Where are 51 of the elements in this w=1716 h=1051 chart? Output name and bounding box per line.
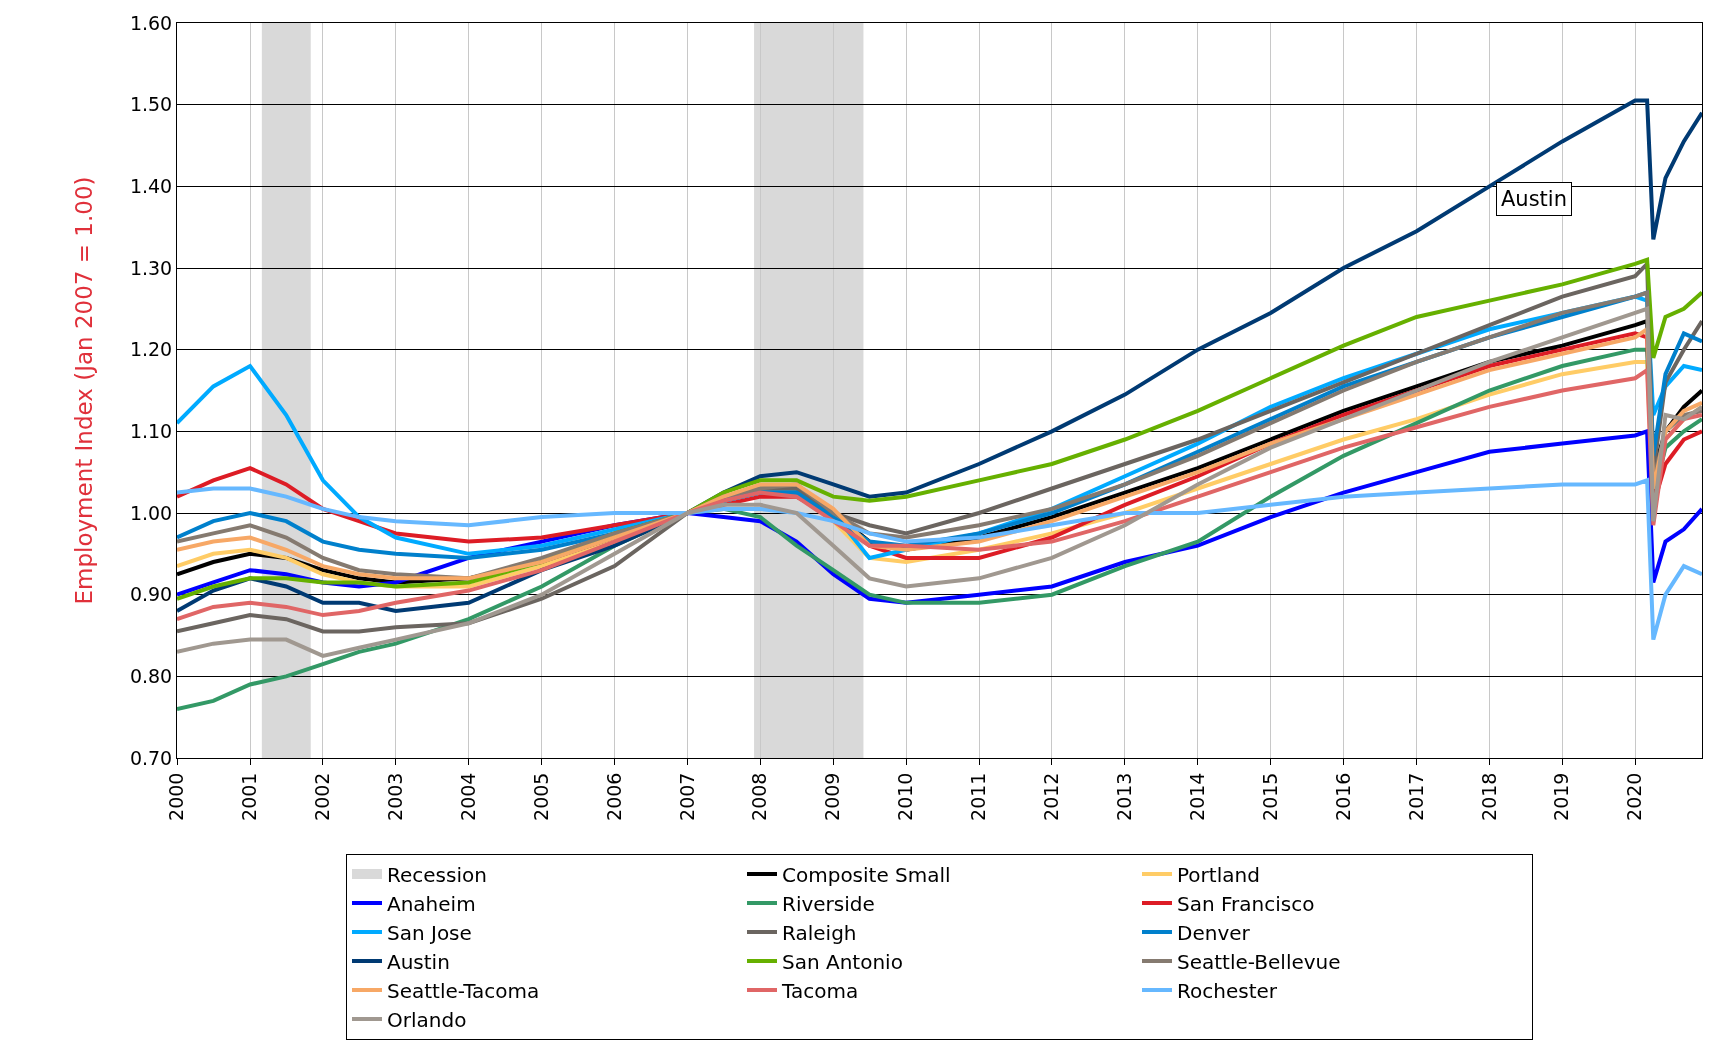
x-tick-label: 2020 bbox=[1623, 772, 1646, 821]
legend-label: Tacoma bbox=[781, 978, 859, 1003]
legend-label: San Francisco bbox=[1177, 891, 1315, 916]
legend-label: Rochester bbox=[1177, 978, 1278, 1003]
legend-label: Denver bbox=[1177, 920, 1251, 945]
y-tick-label: 1.50 bbox=[129, 93, 173, 116]
y-tick-label: 1.60 bbox=[129, 11, 173, 34]
legend-label: Austin bbox=[387, 949, 450, 974]
x-tick-label: 2018 bbox=[1477, 772, 1500, 821]
y-tick-label: 0.70 bbox=[129, 746, 173, 769]
legend-label: San Antonio bbox=[782, 949, 903, 974]
x-tick-label: 2010 bbox=[894, 772, 917, 821]
x-tick-label: 2017 bbox=[1404, 772, 1427, 821]
x-tick-label: 2006 bbox=[602, 772, 625, 821]
x-tick-label: 2004 bbox=[456, 772, 479, 821]
x-tick-label: 2007 bbox=[675, 772, 698, 821]
y-tick-label: 0.90 bbox=[129, 583, 173, 606]
x-tick-label: 2013 bbox=[1113, 772, 1136, 821]
x-tick-label: 2019 bbox=[1550, 772, 1573, 821]
x-tick-label: 2011 bbox=[967, 772, 990, 821]
x-tick-label: 2003 bbox=[383, 772, 406, 821]
legend-label: Orlando bbox=[387, 1007, 467, 1032]
y-tick-label: 0.80 bbox=[129, 664, 173, 687]
y-tick-label: 1.30 bbox=[129, 256, 173, 279]
legend-label: Seattle-Tacoma bbox=[387, 978, 540, 1003]
x-tick-label: 2008 bbox=[748, 772, 771, 821]
legend-label: Composite Small bbox=[782, 862, 951, 887]
x-tick-label: 2005 bbox=[529, 772, 552, 821]
x-tick-label: 2016 bbox=[1331, 772, 1354, 821]
legend-label: Portland bbox=[1177, 862, 1260, 887]
annotation: Austin bbox=[1501, 187, 1567, 211]
y-axis-title: Employment Index (Jan 2007 = 1.00) bbox=[71, 176, 98, 605]
x-tick-label: 2015 bbox=[1258, 772, 1281, 821]
y-tick-label: 1.40 bbox=[129, 174, 173, 197]
line-series bbox=[177, 478, 1702, 642]
legend-label: Recession bbox=[387, 862, 487, 887]
y-tick-label: 1.20 bbox=[129, 338, 173, 361]
x-tick-label: 2000 bbox=[165, 772, 188, 821]
legend-label: Seattle-Bellevue bbox=[1177, 949, 1341, 974]
x-tick-label: 2001 bbox=[238, 772, 261, 821]
x-tick-label: 2012 bbox=[1040, 772, 1063, 821]
x-tick-label: 2002 bbox=[311, 772, 334, 821]
y-tick-label: 1.10 bbox=[129, 419, 173, 442]
line-series bbox=[177, 306, 1702, 658]
x-tick-label: 2014 bbox=[1185, 772, 1208, 821]
y-tick-label: 1.00 bbox=[129, 501, 173, 524]
legend-label: San Jose bbox=[387, 920, 472, 945]
x-tick-label: 2009 bbox=[821, 772, 844, 821]
legend-label: Raleigh bbox=[782, 920, 857, 945]
legend-label: Anaheim bbox=[387, 891, 476, 916]
legend-label: Riverside bbox=[782, 891, 875, 916]
